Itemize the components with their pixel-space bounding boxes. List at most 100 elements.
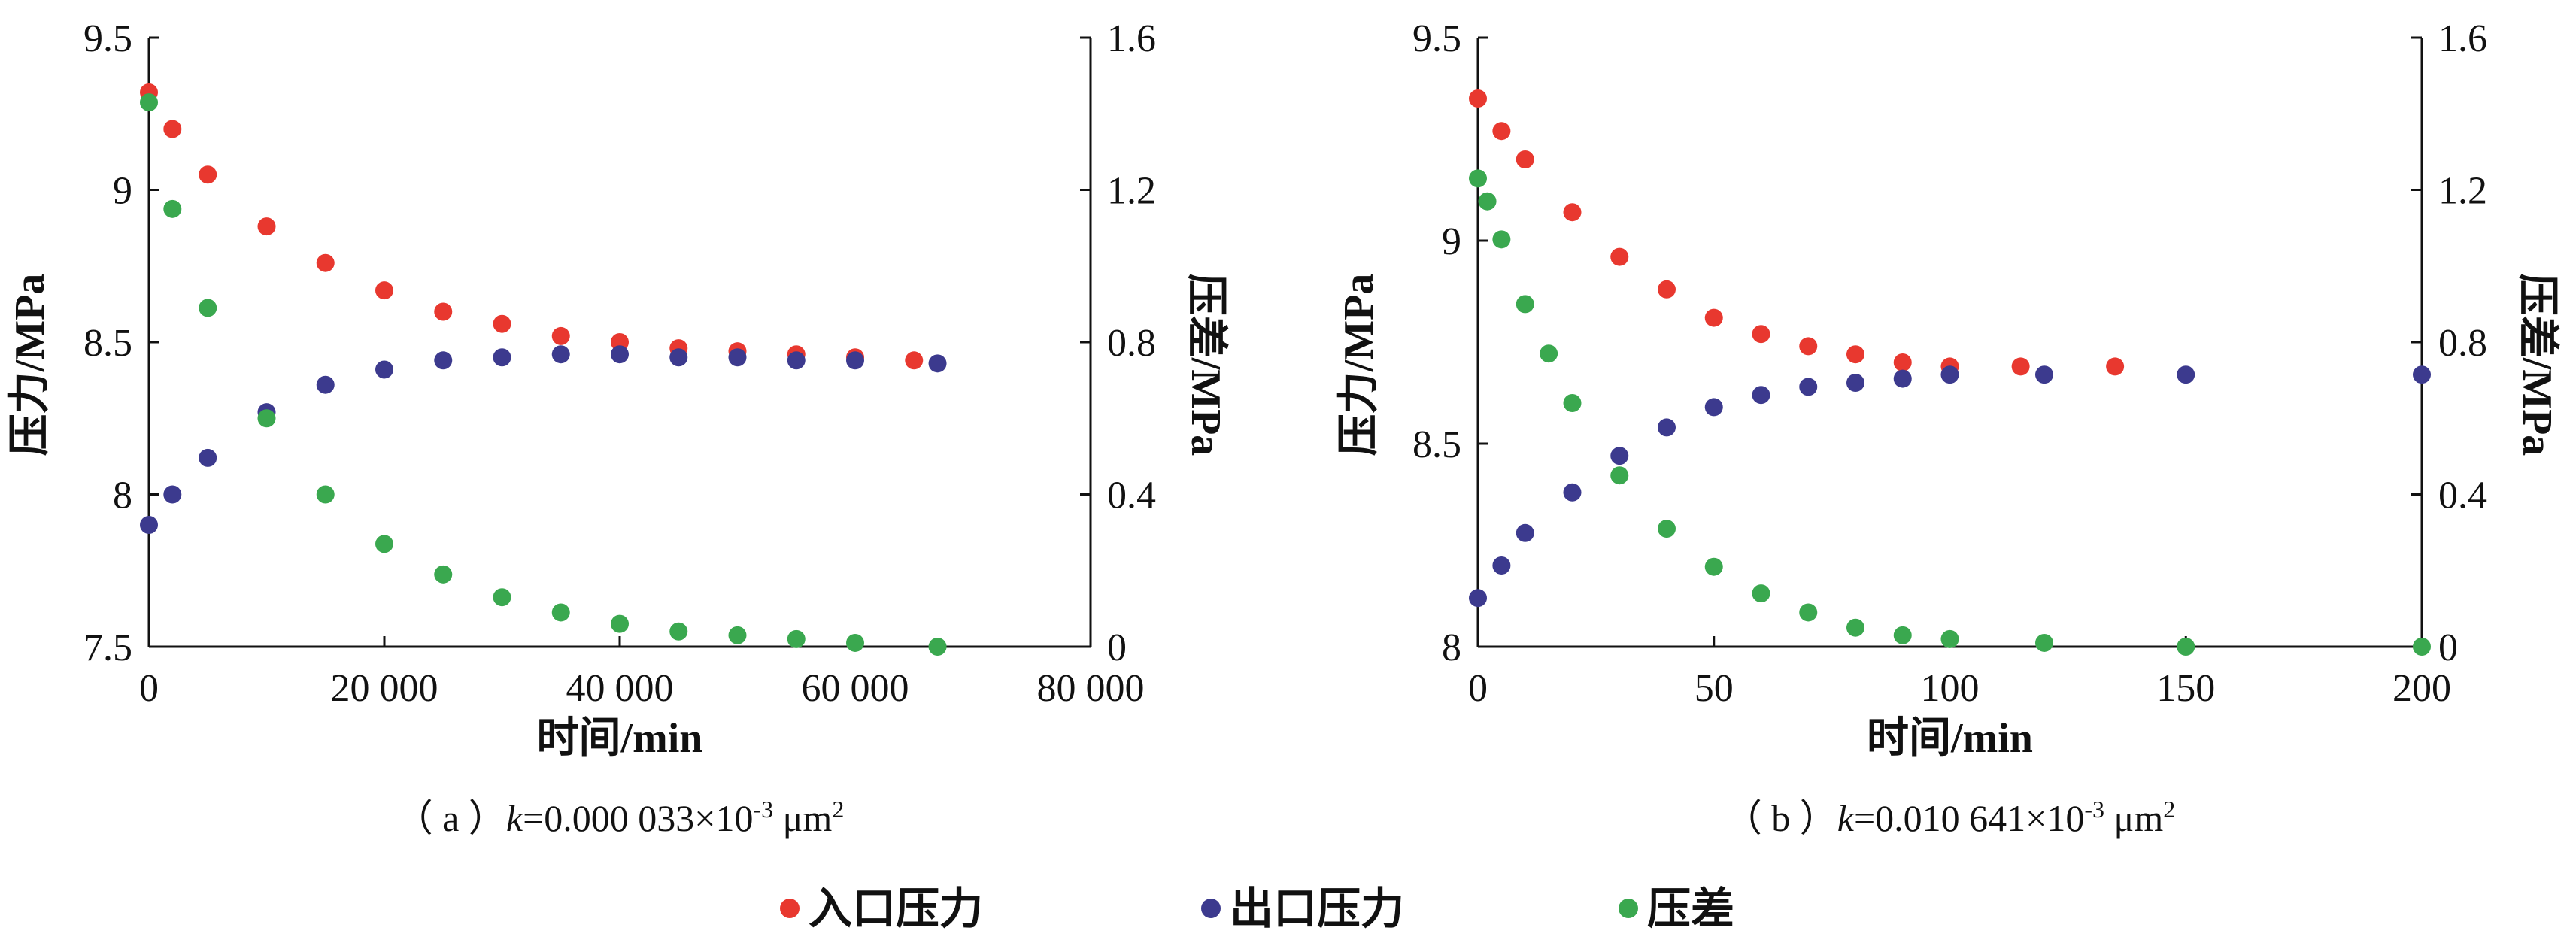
y-tick-label: 8.5 — [1412, 423, 1461, 466]
data-point-inlet — [493, 314, 511, 333]
y2-tick-label: 0.4 — [2438, 475, 2487, 517]
legend-marker-diff — [1619, 899, 1638, 918]
data-point-inlet — [1469, 89, 1487, 108]
x-tick-label: 0 — [1468, 667, 1488, 710]
y-tick-label: 9 — [113, 170, 132, 213]
y-tick-label: 9 — [1442, 220, 1461, 263]
legend-marker-inlet — [780, 899, 800, 918]
data-point-diff — [2035, 633, 2053, 652]
legend-marker-outlet — [1201, 899, 1221, 918]
x-tick-label: 20 000 — [331, 667, 438, 710]
data-point-outlet — [846, 351, 864, 370]
data-point-inlet — [163, 120, 182, 138]
data-point-outlet — [375, 360, 393, 379]
data-point-inlet — [1610, 247, 1629, 266]
data-point-diff — [1540, 344, 1558, 363]
data-point-diff — [928, 638, 947, 656]
data-point-outlet — [1610, 447, 1629, 465]
data-point-outlet — [1893, 369, 1912, 388]
data-point-outlet — [1940, 365, 1959, 384]
data-point-inlet — [551, 326, 570, 345]
data-point-outlet — [928, 354, 947, 373]
data-point-inlet — [1752, 325, 1770, 344]
data-point-outlet — [163, 485, 182, 504]
data-point-outlet — [1516, 523, 1534, 542]
caption-value: =0.010 641×10 — [1854, 797, 2084, 839]
data-point-outlet — [2413, 365, 2431, 384]
chart-panel-b: 0 50 100 150 200 8 8.5 9 9.5 0 0.4 0.8 1.2 1.6 时间/min 压… — [1336, 17, 2560, 839]
data-point-inlet — [2011, 357, 2030, 376]
x-tick-label: 200 — [2392, 667, 2451, 710]
x-axis-title: 时间/min — [537, 715, 703, 762]
caption-prefix: （ a ） — [396, 797, 506, 839]
data-point-diff — [1469, 169, 1487, 188]
data-point-diff — [199, 299, 217, 317]
legend: 入口压力 出口压力 压差 — [780, 884, 1734, 933]
y2-tick-label: 0.4 — [1107, 475, 1156, 517]
data-point-diff — [611, 614, 629, 633]
y-tick-label: 9.5 — [1412, 17, 1461, 60]
data-point-diff — [551, 603, 570, 622]
y-tick-label: 7.5 — [83, 626, 132, 669]
data-point-outlet — [1658, 418, 1676, 437]
y2-axis-title: 压差/MPa — [1182, 274, 1229, 456]
y-tick-label: 8 — [1442, 626, 1461, 669]
data-point-inlet — [1492, 122, 1511, 141]
data-point-inlet — [1516, 150, 1534, 168]
series-inlet — [140, 83, 924, 370]
data-point-inlet — [1893, 353, 1912, 371]
panel-caption: （ a ）k=0.000 033×10-3 μm2 — [396, 796, 845, 839]
data-point-outlet — [1799, 378, 1818, 396]
data-point-outlet — [611, 345, 629, 364]
data-point-outlet — [1563, 483, 1582, 502]
data-point-outlet — [551, 345, 570, 364]
data-point-diff — [1478, 192, 1497, 211]
data-point-inlet — [1704, 308, 1723, 327]
caption-value: =0.000 033×10 — [523, 797, 753, 839]
series-diff — [140, 93, 947, 656]
data-point-inlet — [199, 165, 217, 184]
caption-var: k — [1837, 797, 1855, 839]
x-tick-label: 80 000 — [1037, 667, 1145, 710]
data-point-outlet — [1752, 386, 1770, 405]
y2-tick-label: 0 — [2438, 626, 2458, 669]
data-point-outlet — [2177, 365, 2195, 384]
data-point-diff — [669, 622, 688, 641]
legend-label-diff: 压差 — [1647, 884, 1734, 933]
data-point-diff — [1704, 557, 1723, 576]
caption-exp: -3 — [753, 796, 773, 823]
x-tick-label: 60 000 — [802, 667, 909, 710]
data-point-diff — [1846, 618, 1864, 637]
data-point-outlet — [1492, 556, 1511, 575]
data-point-inlet — [1799, 337, 1818, 356]
data-point-diff — [375, 535, 393, 553]
data-point-outlet — [669, 348, 688, 367]
data-point-diff — [2413, 638, 2431, 656]
caption-exp: -3 — [2084, 796, 2104, 823]
y2-tick-label: 1.2 — [1107, 170, 1156, 213]
data-point-inlet — [1658, 280, 1676, 299]
y2-tick-label: 0.8 — [2438, 322, 2487, 365]
data-point-outlet — [1704, 398, 1723, 417]
x-tick-label: 50 — [1695, 667, 1734, 710]
data-point-diff — [1563, 394, 1582, 412]
data-point-diff — [140, 93, 158, 112]
data-point-inlet — [905, 351, 924, 370]
data-point-outlet — [728, 348, 747, 367]
x-axis-title: 时间/min — [1867, 715, 2033, 762]
data-point-diff — [1610, 466, 1629, 485]
data-point-diff — [163, 199, 182, 218]
x-tick-label: 40 000 — [566, 667, 674, 710]
data-point-diff — [846, 633, 864, 652]
y-tick-label: 9.5 — [83, 17, 132, 60]
x-tick-label: 100 — [1921, 667, 1980, 710]
series-diff — [1469, 169, 2431, 656]
data-point-outlet — [434, 351, 453, 370]
data-point-outlet — [1469, 589, 1487, 608]
data-point-outlet — [2035, 365, 2053, 384]
data-point-inlet — [257, 217, 276, 236]
x-tick-label: 150 — [2156, 667, 2215, 710]
data-point-inlet — [434, 302, 453, 321]
data-point-diff — [434, 565, 453, 584]
